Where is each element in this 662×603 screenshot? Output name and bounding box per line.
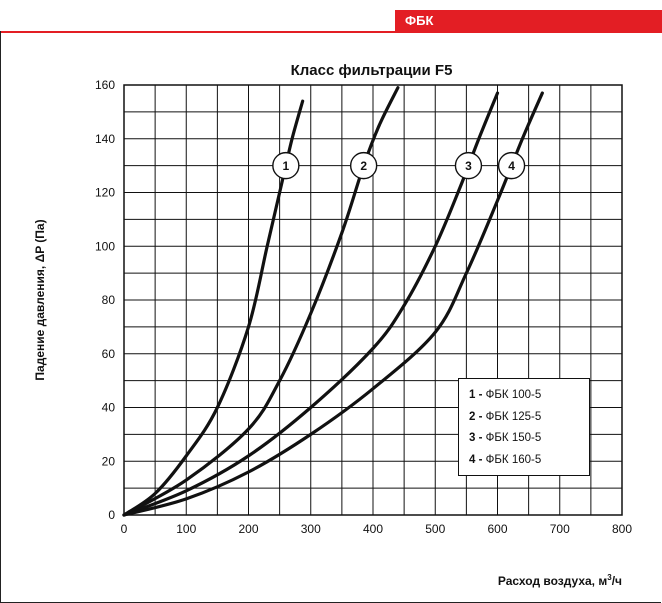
- legend-num-1: 1: [469, 389, 476, 401]
- product-tag: ФБК: [395, 10, 662, 32]
- legend-num-2: 2: [469, 410, 476, 423]
- y-tick-label: 120: [95, 186, 115, 200]
- legend-label-4: ФБК 160-5: [485, 453, 542, 466]
- legend-item-3: 3 - ФБК 150-5: [469, 428, 589, 450]
- curve-marker-4: [497, 151, 526, 180]
- y-tick-label: 40: [102, 401, 116, 415]
- legend-label-1: ФБК 100-5: [485, 389, 542, 401]
- curve-marker-1: [272, 151, 300, 180]
- y-tick-label: 140: [95, 132, 115, 146]
- header-red-rule: [0, 31, 662, 33]
- x-tick-label: 600: [487, 522, 507, 536]
- y-tick-label: 0: [108, 508, 115, 522]
- chart-title: Класс фильтрации F5: [290, 62, 453, 79]
- y-tick-label: 160: [95, 78, 115, 92]
- curve-marker-2: [349, 151, 378, 180]
- legend-sep-3: -: [475, 432, 486, 444]
- legend-sep-2: -: [475, 410, 486, 423]
- x-tick-label: 800: [612, 522, 632, 536]
- legend-item-2: 2 - ФБК 125-5: [469, 407, 589, 429]
- x-tick-label: 300: [301, 522, 321, 536]
- x-tick-label: 0: [121, 522, 128, 536]
- x-axis-label: Расход воздуха, м3/ч: [498, 573, 622, 588]
- legend-num-3: 3: [469, 432, 476, 444]
- legend-label-3: ФБК 150-5: [485, 432, 542, 444]
- legend-sep-4: -: [475, 453, 486, 466]
- x-axis-label-suffix: /ч: [611, 574, 622, 588]
- y-tick-label: 60: [102, 347, 116, 361]
- curve-marker-label-3: 3: [465, 159, 472, 173]
- series-line-2: [122, 86, 400, 517]
- legend-item-4: 4 - ФБК 160-5: [469, 450, 589, 472]
- x-tick-label: 200: [238, 522, 258, 536]
- legend-num-4: 4: [469, 453, 476, 466]
- legend-label-2: ФБК 125-5: [485, 410, 542, 423]
- legend-item-1: 1 - ФБК 100-5: [469, 385, 589, 407]
- legend: 1 - ФБК 100-5 2 - ФБК 125-5 3 - ФБК 150-…: [458, 378, 590, 476]
- legend-sep-1: -: [475, 389, 486, 401]
- x-tick-label: 400: [363, 522, 383, 536]
- curve-marker-3: [454, 151, 483, 180]
- y-tick-label: 100: [95, 239, 115, 253]
- x-axis-label-text: Расход воздуха, м: [497, 574, 608, 588]
- y-tick-label: 20: [102, 454, 116, 468]
- x-tick-label: 100: [176, 522, 196, 536]
- plot-border: [123, 84, 623, 516]
- curve-marker-label-4: 4: [508, 159, 515, 173]
- x-tick-label: 500: [425, 522, 445, 536]
- curve-marker-label-1: 1: [283, 159, 290, 173]
- y-tick-label: 80: [102, 293, 116, 307]
- curve-marker-label-2: 2: [360, 159, 367, 173]
- x-tick-label: 700: [550, 522, 570, 536]
- x-axis-label-sup: 3: [607, 573, 612, 582]
